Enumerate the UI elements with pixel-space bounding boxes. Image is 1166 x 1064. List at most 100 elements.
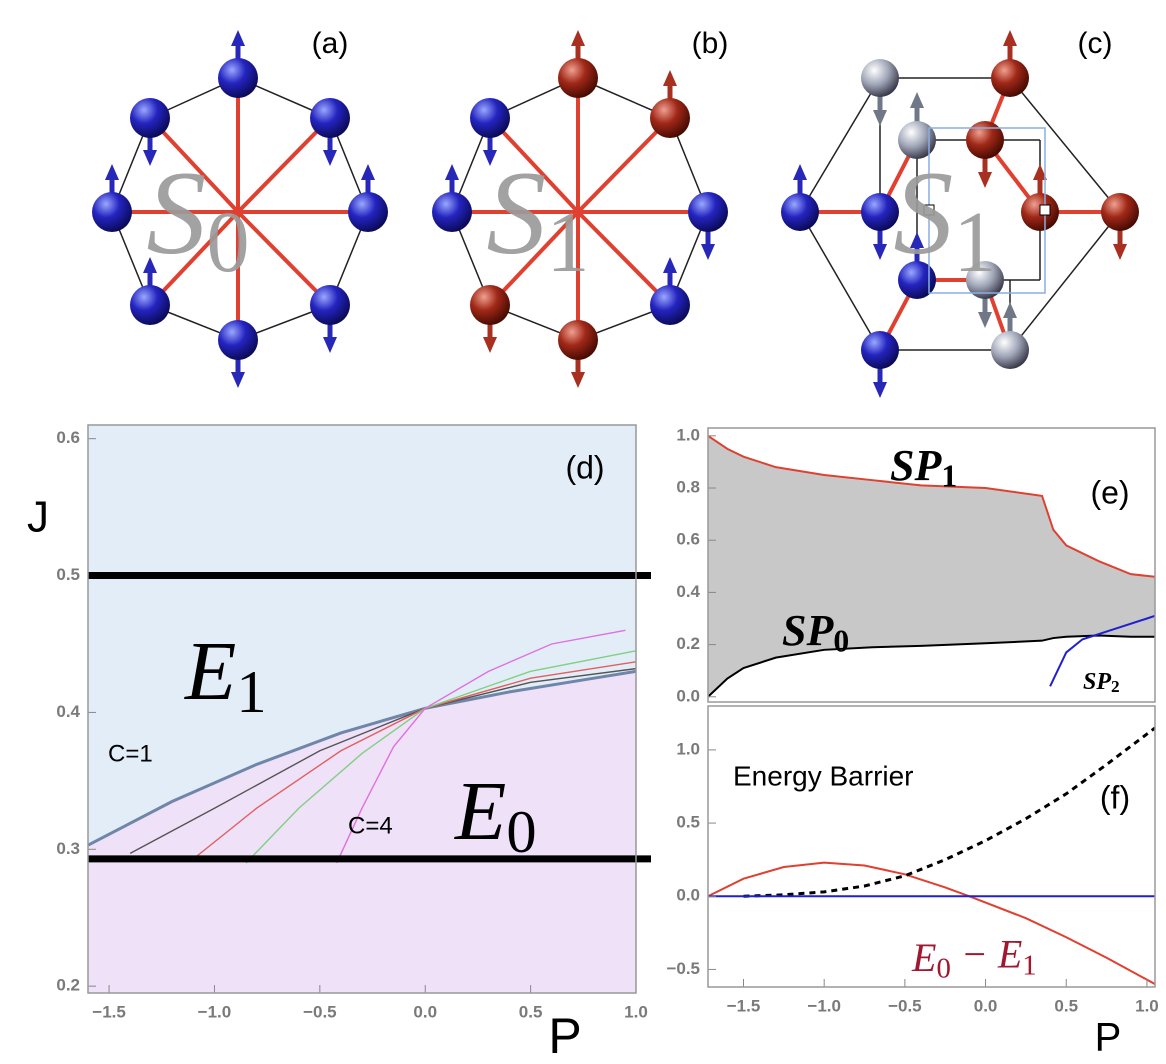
spin-site	[218, 58, 258, 98]
plot-area	[708, 434, 1155, 698]
spin-site	[991, 59, 1029, 97]
subscript: 1	[941, 459, 957, 494]
y-tick-label: 0.6	[56, 428, 80, 447]
plot-area	[88, 425, 636, 993]
spin-site	[432, 192, 472, 232]
x-tick-label: 1.0	[624, 1002, 648, 1021]
subscript: 1	[1022, 949, 1036, 981]
phase-label: E1	[184, 625, 267, 726]
spin-arrow-head	[323, 150, 337, 166]
y-tick-label: 0.4	[676, 582, 700, 601]
panel-label: (f)	[1100, 779, 1130, 815]
symbol: S	[486, 146, 546, 279]
series-label: SP1	[890, 441, 957, 494]
subscript: 2	[1111, 677, 1120, 696]
symbol: E	[454, 765, 506, 858]
subscript: 0	[833, 624, 849, 659]
y-tick-label: 0.0	[676, 886, 700, 905]
spin-site	[558, 58, 598, 98]
spin-site	[861, 59, 899, 97]
subscript: 0	[936, 952, 950, 984]
subscript: 0	[506, 799, 536, 866]
spin-site	[966, 121, 1004, 159]
bond-outline	[1009, 77, 1121, 213]
spin-site	[310, 98, 350, 138]
spin-arrow-head	[793, 164, 807, 180]
spin-arrow-head	[143, 150, 157, 166]
spin-arrow-head	[231, 372, 245, 388]
y-tick-label: 0.5	[676, 813, 700, 832]
spin-arrow-head	[231, 30, 245, 46]
spin-site	[470, 98, 510, 138]
y-tick-label: 0.2	[56, 976, 80, 995]
symbol: S	[893, 146, 953, 279]
bond-outline	[799, 211, 881, 351]
spin-arrow-head	[483, 337, 497, 353]
subscript: 1	[546, 194, 589, 290]
curve	[708, 434, 1155, 578]
subscript: 1	[236, 659, 266, 726]
curve	[245, 650, 636, 864]
bond	[236, 210, 332, 307]
spin-arrow-head	[873, 382, 887, 398]
x-tick-label: −1.5	[727, 996, 761, 1015]
spin-arrow-head	[361, 164, 375, 180]
plot-frame	[707, 427, 1156, 703]
spin-site	[898, 121, 936, 159]
spin-arrow-head	[571, 372, 585, 388]
spin-arrow-head	[105, 164, 119, 180]
bond	[488, 210, 580, 307]
x-tick-label: −0.5	[303, 1002, 337, 1021]
annotation: C=4	[348, 812, 393, 839]
spin-site	[991, 331, 1029, 369]
y-tick-label: 1.0	[676, 739, 700, 758]
symbol: SP	[1083, 669, 1111, 695]
phase-label: E0	[454, 765, 537, 866]
spin-arrow-head	[873, 244, 887, 260]
x-tick-label: 0.5	[519, 1002, 543, 1021]
curve	[1049, 614, 1155, 687]
spin-arrow-head	[1033, 164, 1047, 180]
annotation: C=1	[108, 740, 153, 767]
annotation: Energy Barrier	[733, 760, 914, 791]
spin-site	[1101, 193, 1139, 231]
symbol: − E	[951, 932, 1022, 977]
curve	[192, 661, 636, 860]
spin-arrow-head	[701, 244, 715, 260]
state-label: S1	[486, 146, 589, 290]
symbol: S	[146, 146, 206, 279]
series-label: E0 − E1	[911, 932, 1037, 984]
x-tick-label: 1.0	[1135, 996, 1159, 1015]
spin-site	[861, 193, 899, 231]
handle	[1039, 204, 1051, 216]
panel-label: (e)	[1090, 474, 1129, 510]
bond	[148, 116, 240, 214]
subscript: 1	[953, 194, 996, 290]
spin-arrow-head	[445, 164, 459, 180]
spin-arrow-head	[323, 337, 337, 353]
spin-arrow-head	[873, 110, 887, 126]
bond	[236, 116, 332, 214]
curve	[336, 629, 626, 864]
curve	[88, 669, 636, 847]
spin-arrow-head	[1003, 30, 1017, 46]
y-tick-label: 0.4	[56, 702, 80, 721]
spin-arrow-head	[571, 30, 585, 46]
spin-site	[966, 261, 1004, 299]
panel-label: (a)	[312, 27, 349, 60]
spin-arrow-head	[978, 312, 992, 328]
spin-arrow-head	[143, 257, 157, 273]
spin-site	[688, 192, 728, 232]
bond-outline	[1009, 211, 1121, 351]
y-tick-label: −0.5	[666, 959, 700, 978]
spin-site	[348, 192, 388, 232]
x-tick-label: −1.0	[807, 996, 841, 1015]
spin-site	[92, 192, 132, 232]
y-tick-label: 0.3	[56, 839, 80, 858]
panel-label: (b)	[692, 27, 729, 60]
bond	[148, 210, 240, 307]
x-tick-label: −1.0	[198, 1002, 232, 1021]
spin-site	[130, 98, 170, 138]
bond	[576, 116, 672, 214]
